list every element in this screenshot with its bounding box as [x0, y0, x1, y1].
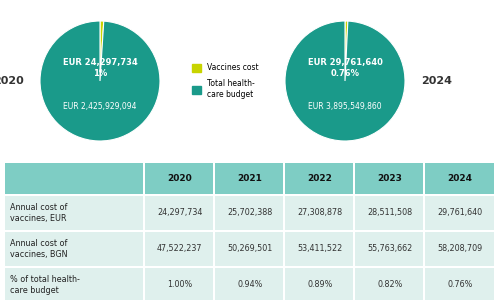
Text: 2023: 2023 [378, 174, 402, 183]
Bar [285, 196, 354, 230]
Bar [355, 232, 424, 266]
Text: 2024: 2024 [448, 174, 472, 183]
Bar [355, 196, 424, 230]
Text: 29,761,640: 29,761,640 [438, 208, 482, 217]
Legend: Vaccines cost, Total health-
care budget: Vaccines cost, Total health- care budget [192, 63, 258, 99]
Bar [285, 268, 354, 300]
Bar [5, 232, 143, 266]
Bar [285, 232, 354, 266]
Text: 50,269,501: 50,269,501 [227, 244, 272, 253]
Bar [144, 232, 213, 266]
Bar [285, 163, 354, 194]
Text: 53,411,522: 53,411,522 [297, 244, 343, 253]
Text: Annual cost of
vaccines, EUR: Annual cost of vaccines, EUR [10, 203, 68, 223]
Text: EUR 24,297,734
1%: EUR 24,297,734 1% [62, 58, 138, 77]
Bar [144, 268, 213, 300]
Text: 55,763,662: 55,763,662 [368, 244, 412, 253]
Bar [5, 163, 143, 194]
Text: 28,511,508: 28,511,508 [368, 208, 412, 217]
Text: 2024: 2024 [420, 76, 452, 86]
Text: 58,208,709: 58,208,709 [438, 244, 482, 253]
Bar [425, 268, 494, 300]
Text: 24,297,734: 24,297,734 [157, 208, 202, 217]
Wedge shape [100, 21, 104, 81]
Text: 0.94%: 0.94% [237, 280, 262, 289]
Text: 47,522,237: 47,522,237 [157, 244, 202, 253]
Text: 1.00%: 1.00% [167, 280, 192, 289]
Text: EUR 29,761,640
0.76%: EUR 29,761,640 0.76% [308, 58, 382, 77]
Wedge shape [345, 21, 348, 81]
Wedge shape [285, 21, 405, 141]
Text: 2021: 2021 [238, 174, 262, 183]
Text: 2020: 2020 [0, 76, 24, 86]
Text: 0.89%: 0.89% [307, 280, 332, 289]
Bar [425, 196, 494, 230]
Bar [214, 163, 284, 194]
Bar [5, 268, 143, 300]
Text: 27,308,878: 27,308,878 [298, 208, 343, 217]
Text: 0.82%: 0.82% [377, 280, 402, 289]
Bar [425, 232, 494, 266]
Text: EUR 2,425,929,094: EUR 2,425,929,094 [63, 102, 137, 111]
Text: Annual cost of
vaccines, BGN: Annual cost of vaccines, BGN [10, 239, 68, 259]
Text: 0.76%: 0.76% [448, 280, 472, 289]
Bar [355, 163, 424, 194]
Bar [425, 163, 494, 194]
Bar [355, 268, 424, 300]
Text: % of total health-
care budget: % of total health- care budget [10, 275, 80, 295]
Text: 2022: 2022 [308, 174, 332, 183]
Wedge shape [40, 21, 160, 141]
Bar [214, 196, 284, 230]
Bar [214, 232, 284, 266]
Text: EUR 3,895,549,860: EUR 3,895,549,860 [308, 102, 382, 111]
Text: 2020: 2020 [168, 174, 192, 183]
Bar [144, 196, 213, 230]
Bar [144, 163, 213, 194]
Bar [5, 196, 143, 230]
Bar [214, 268, 284, 300]
Text: 25,702,388: 25,702,388 [227, 208, 272, 217]
